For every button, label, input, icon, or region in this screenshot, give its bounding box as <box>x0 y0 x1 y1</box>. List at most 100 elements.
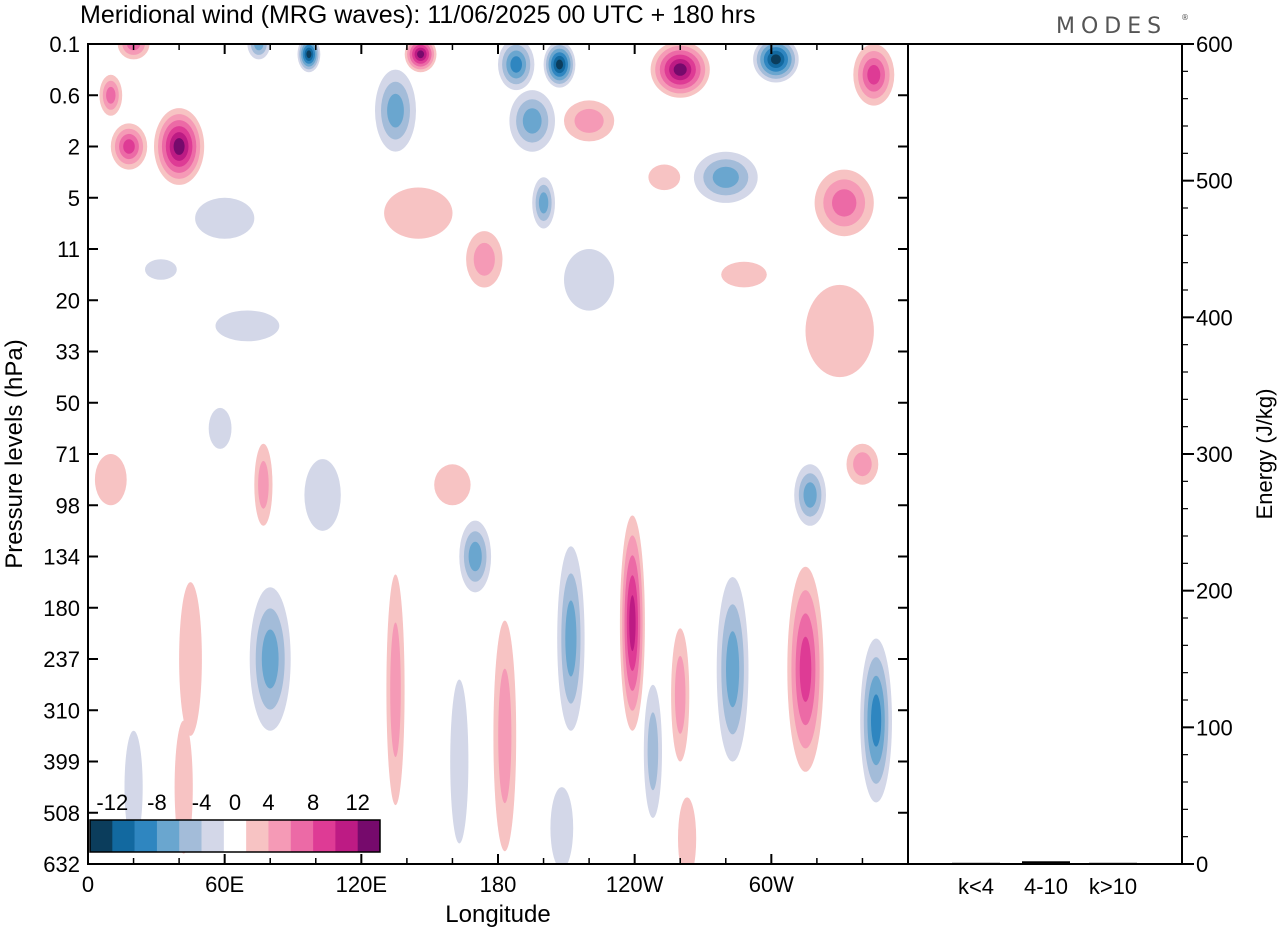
wind-anomaly-region <box>404 44 437 73</box>
energy-frame <box>907 43 1183 865</box>
wind-contour-band <box>678 797 697 864</box>
wind-contour-band <box>867 65 881 85</box>
colorbar-frame <box>89 819 381 853</box>
wind-anomaly-region <box>124 730 143 844</box>
wind-anomaly-region <box>434 464 471 506</box>
wind-anomaly-region <box>716 577 749 762</box>
wind-contour-band <box>647 712 659 791</box>
wind-contour-band <box>145 259 177 280</box>
wind-anomaly-region <box>853 44 895 106</box>
x-tick-label: 120W <box>606 872 664 897</box>
wind-contour-band <box>832 189 857 217</box>
wind-anomaly-region <box>543 44 576 88</box>
brand-registered-mark: ® <box>1181 13 1195 22</box>
wind-anomaly-region <box>643 684 663 818</box>
wind-contour-band <box>871 694 882 747</box>
y-tick-label: 98 <box>56 493 80 518</box>
wind-anomaly-region <box>179 582 202 736</box>
wind-anomaly-region <box>564 100 615 142</box>
wind-anomaly-region <box>564 248 615 311</box>
wind-anomaly-region <box>94 454 127 506</box>
wind-anomaly-region <box>493 620 517 852</box>
wind-anomaly-region <box>557 546 585 731</box>
wind-contour-band <box>304 459 341 531</box>
energy-tick-label: 300 <box>1196 442 1233 467</box>
colorbar-label: 0 <box>229 790 241 815</box>
wind-contour-band <box>258 460 269 509</box>
wind-anomaly-region <box>648 164 681 191</box>
wind-contour-band <box>721 261 767 288</box>
colorbar-label: 12 <box>345 790 369 815</box>
wind-contour-band <box>450 679 469 844</box>
energy-tick-label: 100 <box>1196 715 1233 740</box>
colorbar-label: -8 <box>147 790 167 815</box>
colorbar-label: -4 <box>192 790 212 815</box>
wind-contour-band <box>208 407 232 449</box>
y-tick-label: 508 <box>43 801 80 826</box>
wind-contour-band <box>629 595 636 651</box>
wind-anomaly-region <box>805 284 874 378</box>
wind-anomaly-region <box>110 123 148 170</box>
wind-contour-band <box>468 541 482 572</box>
wind-anomaly-region <box>619 515 645 731</box>
energy-bar <box>1089 862 1137 864</box>
colorbar-label: 8 <box>307 790 319 815</box>
wind-anomaly-region <box>509 90 555 152</box>
wind-anomaly-region <box>208 407 232 449</box>
x-tick-label: 60W <box>749 872 794 897</box>
wind-anomaly-region <box>154 108 205 185</box>
wind-anomaly-region <box>304 459 341 531</box>
wind-contour-band <box>387 93 404 128</box>
energy-category-label: 4-10 <box>1024 874 1068 899</box>
y-tick-label: 180 <box>43 596 80 621</box>
wind-contour-band <box>726 631 740 708</box>
wind-anomaly-region <box>195 197 255 239</box>
wind-anomaly-region <box>787 566 824 772</box>
energy-bar <box>952 862 1000 864</box>
energy-category-labels: k<4 4-10 k>10 <box>958 874 1137 899</box>
wind-anomaly-region <box>671 628 690 762</box>
y-tick-label: 11 <box>57 237 80 262</box>
wind-contour-band <box>674 656 686 734</box>
colorbar-swatch <box>290 820 314 852</box>
wind-anomaly-region <box>466 231 503 288</box>
colorbar-swatch <box>357 820 381 852</box>
wind-anomaly-region <box>794 464 826 526</box>
wind-anomaly-region <box>249 587 291 731</box>
wind-contour-band <box>106 86 116 104</box>
wind-contour-band <box>434 464 471 506</box>
energy-tick-label: 400 <box>1196 305 1233 330</box>
y-axis-ticks: 0.1 0.6 2 5 11 20 33 50 71 98 134 180 237 310 399 508 63… <box>43 32 908 877</box>
wind-contour-band <box>770 54 781 65</box>
wind-contour-band <box>522 108 542 134</box>
colorbar: -12 -8 -4 0 4 8 12 <box>89 790 381 853</box>
wind-contour-band <box>565 600 577 677</box>
wind-anomaly-region <box>860 638 892 803</box>
wind-anomaly-region <box>215 310 280 342</box>
wind-contour-band <box>853 452 872 477</box>
wind-contour-band <box>173 138 185 155</box>
wind-contour-band <box>538 192 549 214</box>
y-tick-label: 2 <box>68 135 80 160</box>
energy-tick-label: 600 <box>1196 32 1233 57</box>
x-tick-label: 180 <box>480 872 517 897</box>
y-tick-label: 0.6 <box>49 83 80 108</box>
wind-anomaly-region <box>459 520 492 593</box>
energy-bar <box>1022 861 1070 864</box>
chart-title: Meridional wind (MRG waves): 11/06/2025 … <box>80 1 756 29</box>
wind-contour-band <box>94 454 127 506</box>
energy-tick-label: 0 <box>1196 852 1208 877</box>
wind-anomaly-region <box>678 797 697 864</box>
wind-contour-band <box>799 636 812 702</box>
y-tick-label: 632 <box>43 852 80 877</box>
wind-contour-band <box>648 164 681 191</box>
y-tick-label: 20 <box>56 288 80 313</box>
heatmap-panel: 0.1 0.6 2 5 11 20 33 50 71 98 134 180 237 310 399 508 63… <box>1 32 909 928</box>
wind-contour-band <box>306 50 312 59</box>
wind-contour-band <box>384 187 453 239</box>
y-tick-label: 71 <box>56 442 80 467</box>
colorbar-swatch <box>90 820 113 852</box>
colorbar-swatch <box>134 820 158 852</box>
energy-axis-ticks: 0 100 200 300 400 500 600 <box>1182 32 1233 877</box>
wind-contour-band <box>673 63 687 76</box>
